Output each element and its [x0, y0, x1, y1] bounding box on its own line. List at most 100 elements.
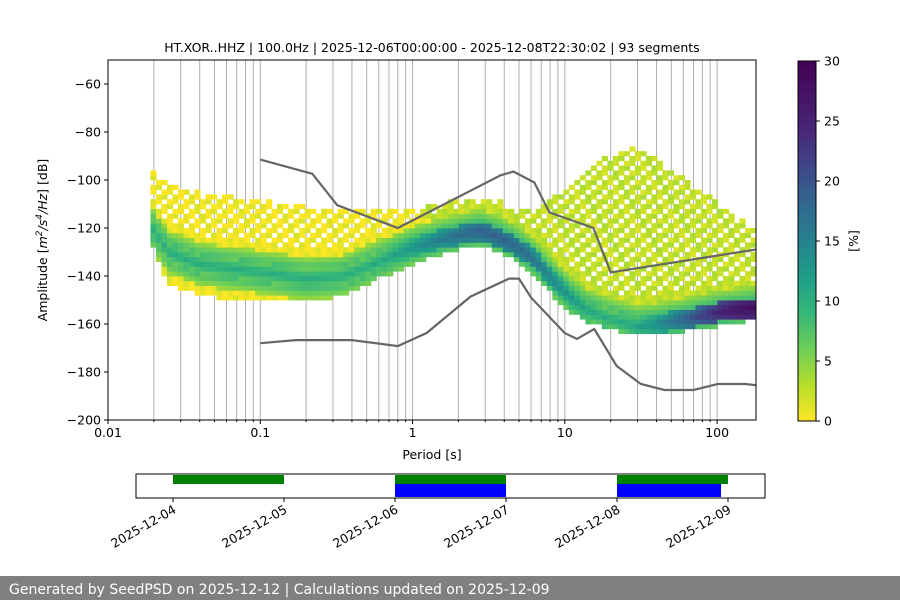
- heatmap-cell: [579, 228, 586, 234]
- heatmap-cell: [277, 208, 284, 214]
- heatmap-cell: [376, 252, 383, 258]
- heatmap-cell: [222, 208, 229, 214]
- heatmap-cell: [530, 247, 537, 253]
- heatmap-cell: [255, 228, 262, 234]
- heatmap-cell: [332, 218, 339, 224]
- heatmap-cell: [508, 223, 515, 229]
- heatmap-cell: [579, 261, 586, 267]
- nlnm-line: [260, 277, 756, 392]
- heatmap-cell: [354, 213, 361, 219]
- heatmap-cell: [607, 218, 614, 224]
- heatmap-cell: [645, 309, 653, 315]
- heatmap-cell: [491, 208, 498, 214]
- heatmap-cell: [304, 256, 311, 262]
- heatmap-cell: [535, 256, 542, 262]
- heatmap-cell: [706, 290, 713, 296]
- heatmap-cell: [409, 252, 416, 258]
- heatmap-cell: [166, 256, 174, 262]
- heatmap-cell: [453, 237, 460, 243]
- heatmap-cell: [662, 324, 669, 330]
- heatmap-cell: [634, 328, 641, 334]
- heatmap-cell: [689, 204, 697, 210]
- heatmap-cell: [150, 204, 157, 210]
- heatmap-cell: [194, 247, 201, 253]
- heatmap-cell: [739, 266, 746, 272]
- heatmap-cell: [552, 208, 559, 214]
- heatmap-cell: [425, 204, 432, 210]
- heatmap-cell: [161, 256, 168, 262]
- heatmap-cell: [205, 285, 212, 291]
- heatmap-cell: [293, 290, 300, 296]
- heatmap-cell: [244, 218, 251, 224]
- heatmap-cell: [684, 266, 691, 272]
- heatmap-cell: [497, 208, 504, 214]
- heatmap-cell: [469, 237, 476, 243]
- heatmap-cell: [623, 232, 630, 238]
- heatmap-cell: [689, 276, 697, 282]
- heatmap-cell: [332, 271, 339, 277]
- heatmap-cell: [387, 237, 394, 243]
- heatmap-cell: [662, 242, 669, 248]
- heatmap-cell: [717, 295, 724, 301]
- heatmap-cell: [640, 261, 647, 267]
- heatmap-cell: [315, 252, 322, 258]
- heatmap-cell: [662, 295, 669, 301]
- heatmap-cell: [315, 295, 322, 301]
- heatmap-cell: [233, 261, 240, 267]
- heatmap-cell: [387, 247, 394, 253]
- heatmap-cell: [695, 319, 702, 325]
- heatmap-cell: [155, 232, 163, 238]
- heatmap-cell: [177, 247, 185, 253]
- heatmap-cell: [662, 247, 669, 253]
- heatmap-cell: [194, 266, 201, 272]
- heatmap-cell: [568, 213, 575, 219]
- heatmap-cell: [332, 228, 339, 234]
- heatmap-cell: [150, 189, 157, 195]
- heatmap-cell: [563, 304, 570, 310]
- heatmap-cell: [249, 256, 256, 262]
- heatmap-cell: [673, 309, 680, 315]
- heatmap-cell: [640, 276, 647, 282]
- heatmap-cell: [288, 295, 295, 301]
- heatmap-cell: [552, 199, 559, 205]
- heatmap-cell: [227, 208, 234, 214]
- heatmap-cell: [194, 189, 201, 195]
- heatmap-cell: [651, 194, 658, 200]
- heatmap-cell: [651, 271, 658, 277]
- heatmap-cell: [722, 290, 730, 296]
- heatmap-cell: [557, 247, 564, 253]
- heatmap-cell: [277, 204, 284, 210]
- heatmap-cell: [453, 208, 460, 214]
- heatmap-cell: [574, 261, 581, 267]
- heatmap-cell: [618, 314, 625, 320]
- heatmap-cell: [491, 218, 498, 224]
- heatmap-cell: [634, 194, 641, 200]
- heatmap-cell: [244, 252, 251, 258]
- heatmap-cell: [739, 252, 746, 258]
- heatmap-cell: [568, 237, 575, 243]
- heatmap-cell: [579, 189, 586, 195]
- heatmap-cell: [480, 218, 487, 224]
- heatmap-cell: [447, 213, 454, 219]
- heatmap-cell: [233, 256, 240, 262]
- heatmap-cell: [216, 285, 223, 291]
- heatmap-cell: [188, 247, 196, 253]
- heatmap-cell: [480, 228, 487, 234]
- heatmap-cell: [629, 218, 636, 224]
- heatmap-cell: [739, 261, 746, 267]
- heatmap-cell: [706, 285, 713, 291]
- heatmap-cell: [689, 194, 697, 200]
- heatmap-cell: [739, 237, 746, 243]
- heatmap-cell: [585, 295, 592, 301]
- heatmap-cell: [249, 266, 256, 272]
- heatmap-cell: [227, 237, 234, 243]
- heatmap-cell: [172, 252, 179, 258]
- heatmap-cell: [387, 232, 394, 238]
- heatmap-cell: [739, 232, 746, 238]
- heatmap-cell: [216, 252, 223, 258]
- heatmap-cell: [711, 324, 719, 330]
- heatmap-cell: [365, 228, 372, 234]
- heatmap-cell: [640, 324, 647, 330]
- heatmap-cell: [596, 290, 603, 296]
- heatmap-cell: [711, 309, 719, 315]
